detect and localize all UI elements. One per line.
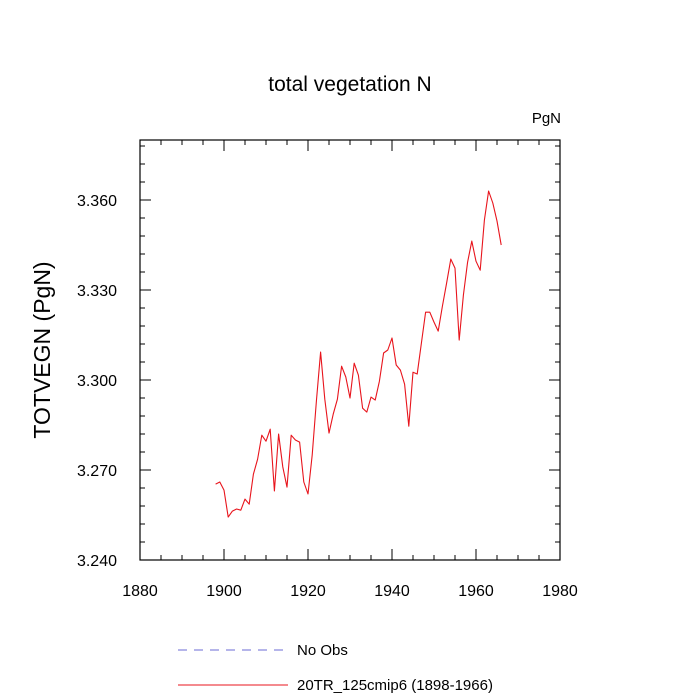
units-label: PgN <box>532 110 561 127</box>
x-tick-label: 1960 <box>458 583 494 600</box>
minor-ticks <box>140 140 560 560</box>
series-line-1 <box>215 190 502 518</box>
x-tick-label: 1900 <box>206 583 242 600</box>
y-axis-label: TOTVEGN (PgN) <box>29 261 55 438</box>
legend-label-model: 20TR_125cmip6 (1898-1966) <box>297 677 493 694</box>
x-tick-label: 1980 <box>542 583 578 600</box>
plot-frame <box>139 139 561 561</box>
x-tick-label: 1880 <box>122 583 158 600</box>
chart-title: total vegetation N <box>268 73 431 96</box>
y-tick-label: 3.300 <box>77 373 117 390</box>
y-tick-label: 3.240 <box>77 553 117 570</box>
y-tick-label: 3.330 <box>77 283 117 300</box>
x-tick-label: 1940 <box>374 583 410 600</box>
x-tick-label: 1920 <box>290 583 326 600</box>
legend: No Obs 20TR_125cmip6 (1898-1966) <box>178 642 493 694</box>
y-tick-label: 3.360 <box>77 193 117 210</box>
series-layer <box>215 190 502 518</box>
legend-label-no-obs: No Obs <box>297 642 348 659</box>
y-axis-ticks: 3.240 3.270 3.300 3.330 3.360 <box>77 193 560 570</box>
y-tick-label: 3.270 <box>77 463 117 480</box>
x-axis-ticks: 1880 1900 1920 1940 1960 1980 <box>122 140 578 600</box>
